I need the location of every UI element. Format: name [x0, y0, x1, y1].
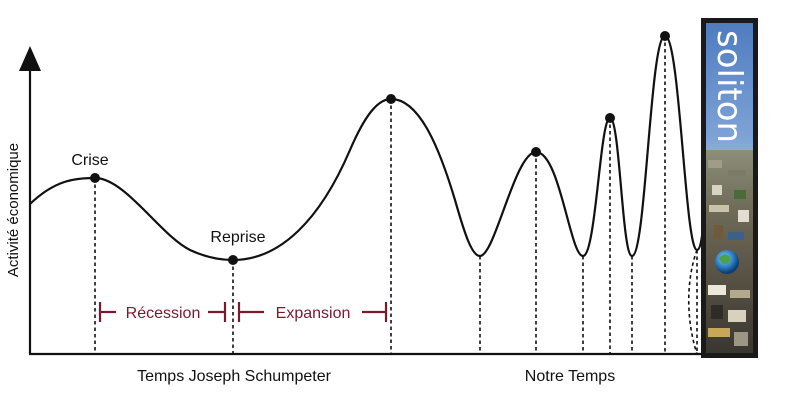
drop-lines: [94, 36, 698, 355]
y-axis-label: Activité économique: [5, 143, 22, 277]
phase-markers: [98, 302, 388, 322]
cycle-curve: [29, 34, 708, 262]
point-peak-1: [386, 94, 396, 104]
drop-line-curved: [688, 249, 698, 355]
y-axis-arrow-icon: [19, 46, 41, 71]
key-points: [90, 31, 670, 265]
globe-continent-shape: [719, 254, 731, 265]
landfill-debris: [708, 160, 750, 346]
brand-panel: soliton: [701, 18, 758, 358]
label-recession: Récession: [126, 305, 201, 322]
brand-name: soliton: [709, 30, 749, 143]
label-era-schumpeter: Temps Joseph Schumpeter: [137, 368, 332, 385]
point-peak-2: [531, 147, 541, 157]
label-crisis: Crise: [71, 152, 108, 169]
label-expansion: Expansion: [276, 305, 351, 322]
label-era-ours: Notre Temps: [525, 368, 615, 385]
point-recovery: [228, 255, 238, 265]
label-recovery: Reprise: [210, 229, 265, 246]
point-crisis: [90, 173, 100, 183]
axes: Activité économique: [5, 46, 705, 356]
point-peak-4: [660, 31, 670, 41]
point-peak-3: [605, 113, 615, 123]
